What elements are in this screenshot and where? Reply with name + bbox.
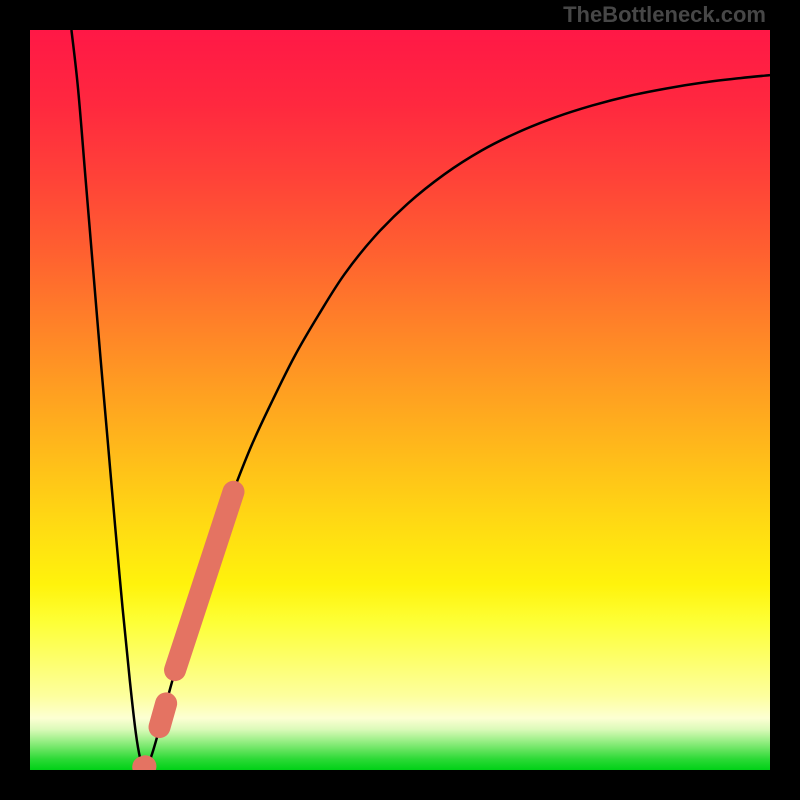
chart-area [30, 30, 770, 770]
image-frame: TheBottleneck.com [0, 0, 800, 800]
watermark-text: TheBottleneck.com [563, 2, 766, 28]
overlay-band-segment [143, 766, 145, 767]
bottleneck-chart-svg [30, 30, 770, 770]
overlay-band-segment [160, 703, 167, 727]
gradient-background [30, 30, 770, 770]
